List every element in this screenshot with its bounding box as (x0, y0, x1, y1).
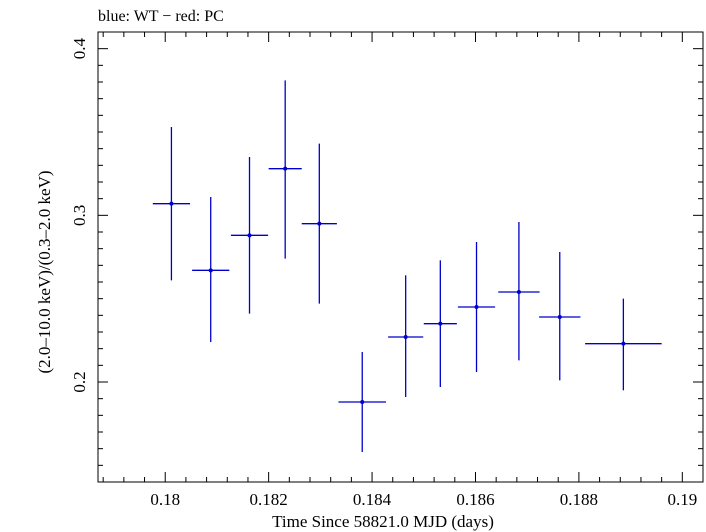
data-point (192, 197, 230, 342)
x-axis: 0.18 0.182 0.184 0.186 0.188 0.19 (102, 32, 704, 509)
x-tick-label: 0.186 (456, 490, 494, 509)
data-point (338, 352, 387, 452)
data-marker (360, 400, 365, 404)
x-axis-label: Time Since 58821.0 MJD (days) (272, 512, 494, 531)
y-axis: 0.2 0.3 0.4 (70, 38, 703, 466)
data-series (152, 80, 662, 452)
y-axis-label: (2.0–10.0 keV)/(0.3–2.0 keV) (35, 170, 54, 373)
data-point (388, 275, 424, 397)
x-tick-label: 0.18 (150, 490, 180, 509)
data-marker (317, 221, 322, 226)
data-point (301, 143, 337, 304)
data-marker (403, 335, 408, 339)
data-marker (438, 321, 443, 326)
y-tick-label: 0.3 (70, 205, 89, 226)
x-tick-label: 0.184 (353, 490, 392, 509)
data-point (457, 242, 496, 372)
y-tick-label: 0.2 (70, 371, 89, 392)
data-marker (169, 201, 174, 206)
data-marker (283, 166, 288, 171)
chart-title: blue: WT − red: PC (98, 8, 224, 25)
data-marker (247, 233, 252, 238)
plot-frame (97, 31, 704, 483)
data-marker (474, 305, 479, 309)
data-marker (516, 290, 521, 294)
data-point (230, 157, 269, 314)
data-marker (557, 315, 562, 319)
data-point (268, 80, 302, 259)
data-point (539, 252, 581, 381)
x-tick-label: 0.188 (560, 490, 598, 509)
data-point (152, 127, 191, 281)
data-point (498, 222, 540, 361)
data-marker (621, 341, 626, 346)
data-point (585, 298, 662, 391)
data-marker (208, 268, 213, 273)
x-tick-label: 0.182 (250, 490, 288, 509)
y-tick-label: 0.4 (70, 38, 89, 60)
data-point (423, 260, 457, 387)
x-tick-label: 0.19 (667, 490, 697, 509)
